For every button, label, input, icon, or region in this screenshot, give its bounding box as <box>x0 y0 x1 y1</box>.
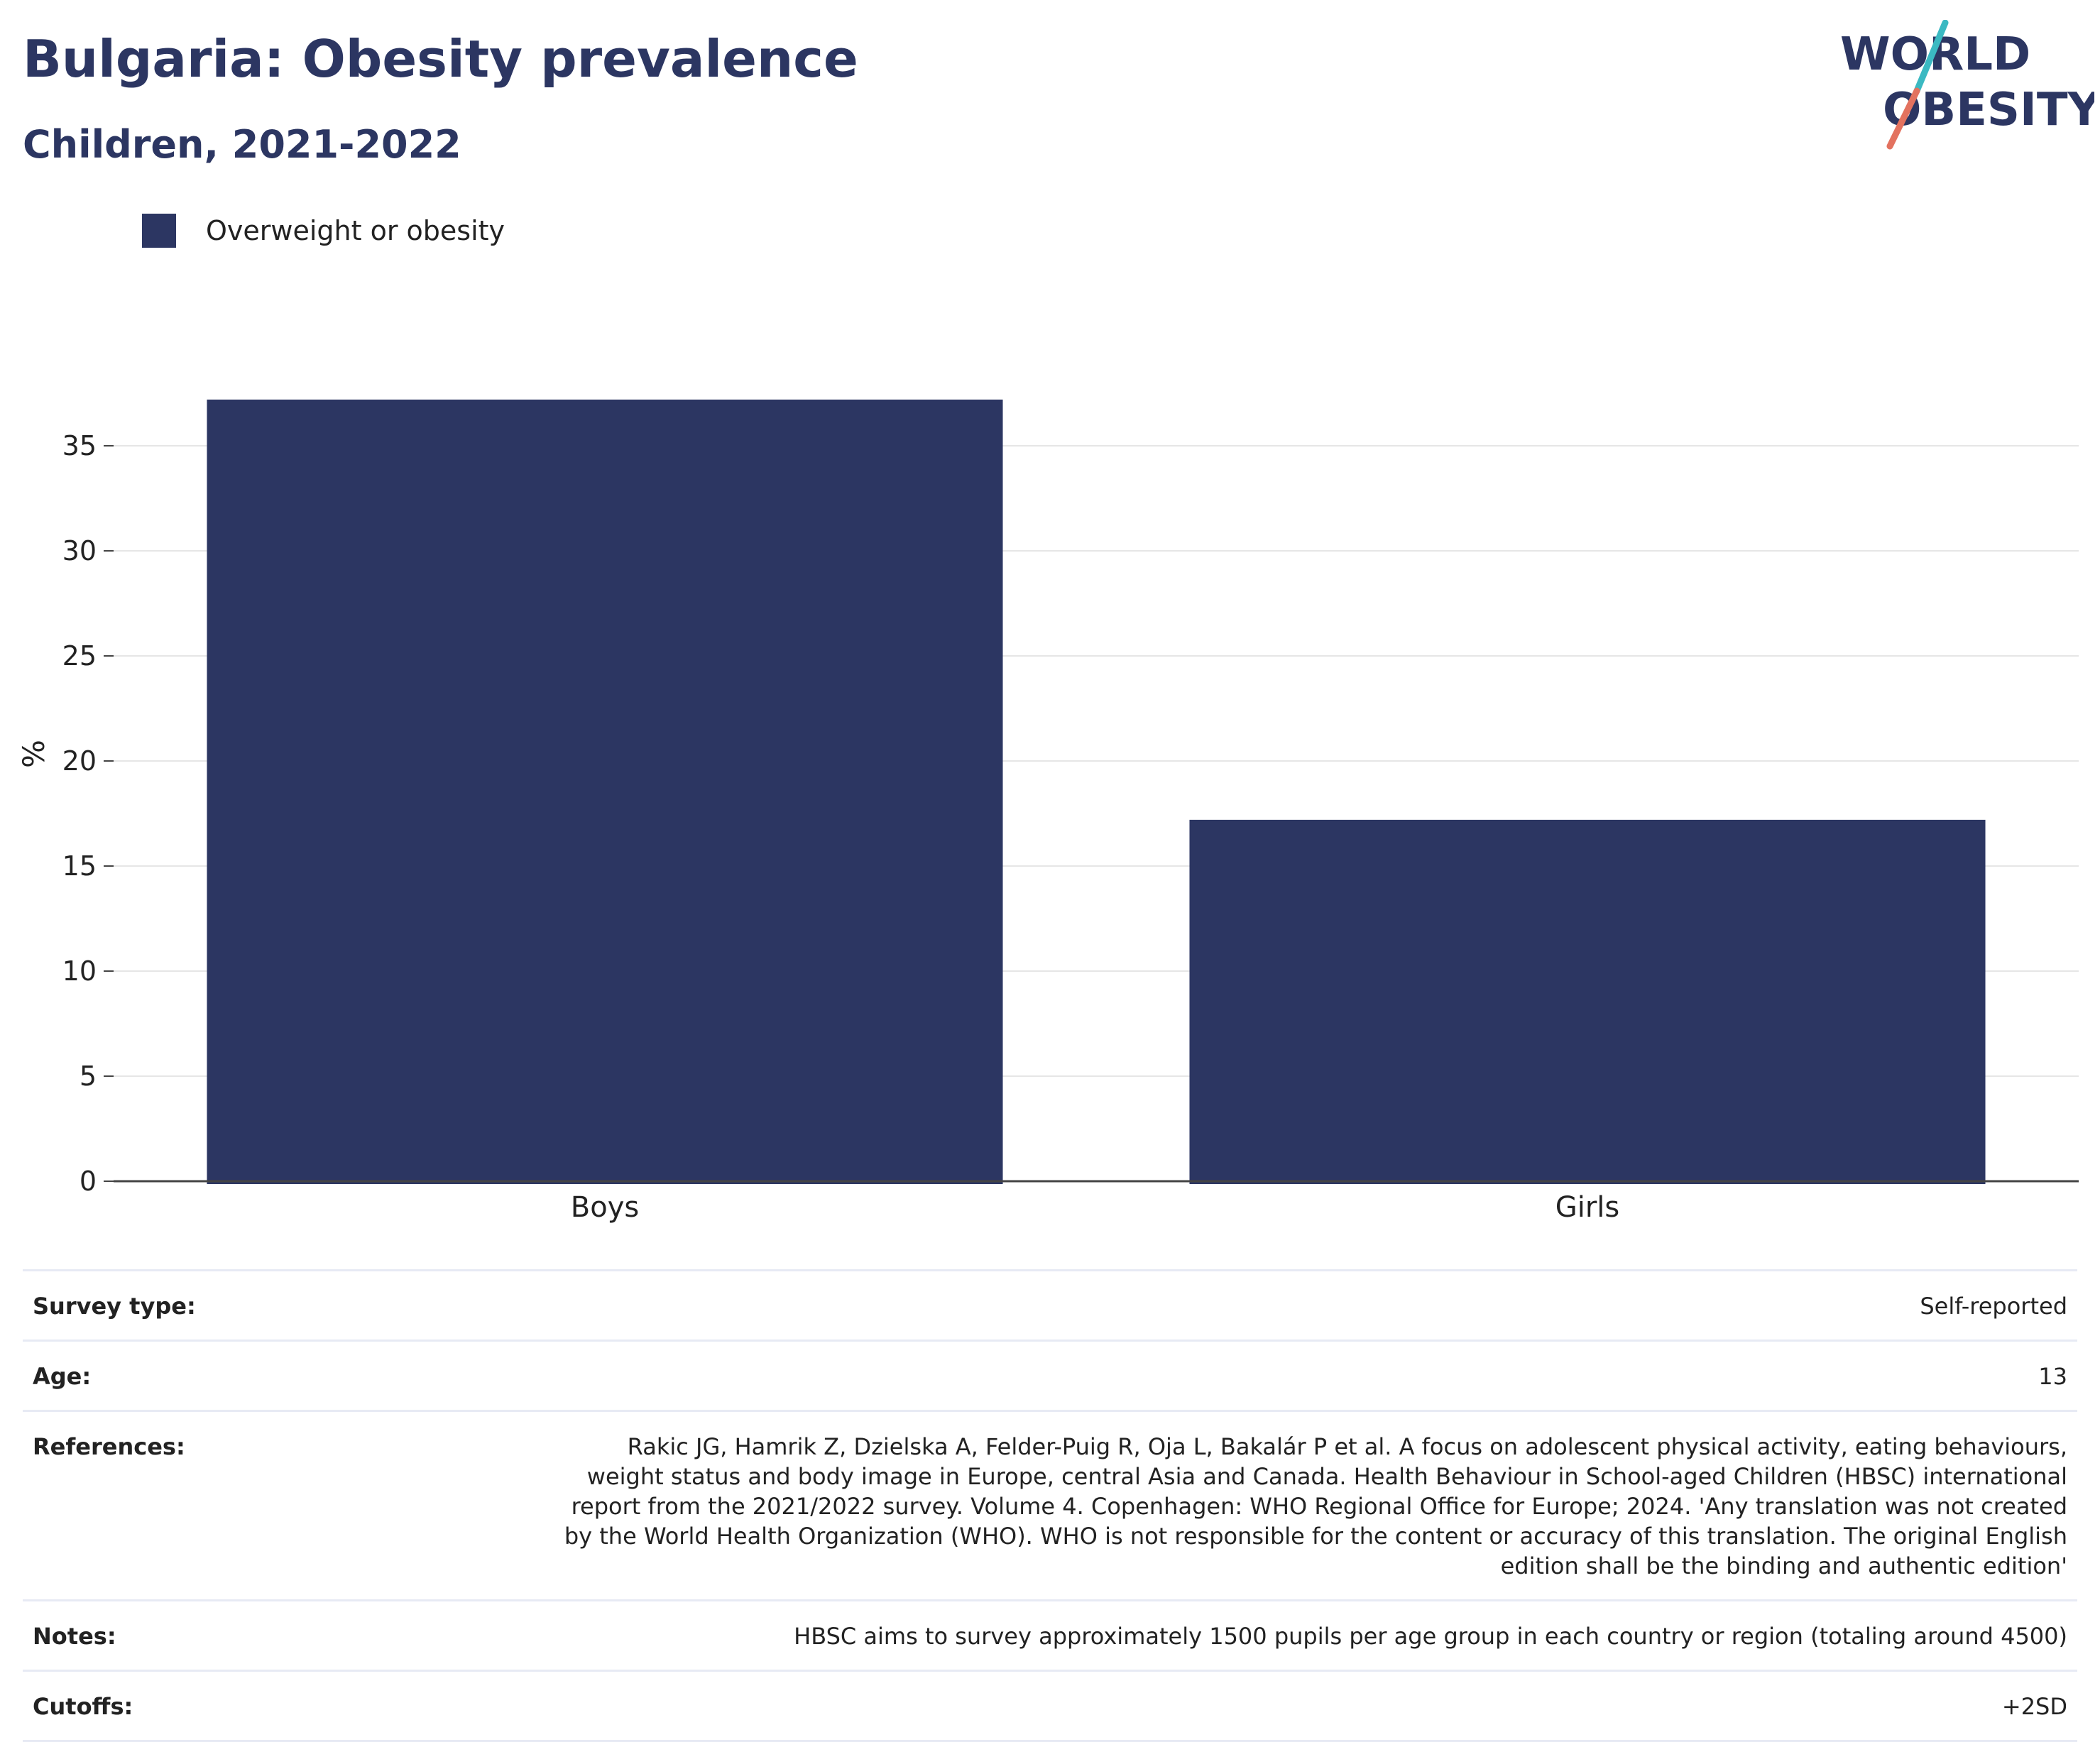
bar-boys <box>207 399 1003 1184</box>
y-tick-label: 0 <box>80 1166 97 1197</box>
legend-label: Overweight or obesity <box>206 215 505 246</box>
bar-chart: 0 5 10 15 20 25 30 35 Boys Girls % <box>16 399 2079 1224</box>
info-row-references: References: Rakic JG, Hamrik Z, Dzielska… <box>23 1410 2077 1599</box>
legend-swatch <box>142 214 176 248</box>
info-value: Rakic JG, Hamrik Z, Dzielska A, Felder-P… <box>564 1433 2067 1579</box>
logo-slash-bottom <box>1886 87 1920 150</box>
info-label: Age: <box>33 1363 92 1390</box>
y-tick-label: 25 <box>62 640 97 672</box>
x-tick-label: Boys <box>571 1191 639 1224</box>
info-row-age: Age: 13 <box>23 1340 2077 1410</box>
info-label: Notes: <box>33 1623 116 1650</box>
x-tick-label: Girls <box>1555 1191 1620 1224</box>
info-row-cutoffs: Cutoffs: +2SD <box>23 1670 2077 1742</box>
logo-slash-top <box>1913 20 1949 94</box>
info-row-notes: Notes: HBSC aims to survey approximately… <box>23 1599 2077 1670</box>
y-axis-title: % <box>16 740 51 768</box>
info-value: HBSC aims to survey approximately 1500 p… <box>794 1623 2067 1650</box>
page-title: Bulgaria: Obesity prevalence <box>23 29 858 89</box>
info-label: Cutoffs: <box>33 1693 133 1720</box>
y-tick-label: 10 <box>62 955 97 987</box>
bar-girls <box>1189 819 1986 1184</box>
info-value: 13 <box>2038 1363 2067 1390</box>
y-tick-label: 5 <box>80 1061 97 1092</box>
info-table: Survey type: Self-reported Age: 13 Refer… <box>23 1269 2077 1742</box>
world-obesity-logo: WORLD OBESITY <box>1840 20 2094 150</box>
y-tick-label: 35 <box>62 430 97 461</box>
info-value: +2SD <box>2001 1693 2067 1720</box>
y-tick-label: 30 <box>62 535 97 566</box>
y-tick-label: 15 <box>62 850 97 882</box>
bars <box>207 399 1986 1184</box>
axes: 0 5 10 15 20 25 30 35 Boys Girls <box>62 430 2079 1224</box>
info-label: References: <box>33 1433 185 1460</box>
page-subtitle: Children, 2021-2022 <box>23 122 461 167</box>
info-value: Self-reported <box>1920 1293 2067 1320</box>
chart-legend: Overweight or obesity <box>142 213 505 248</box>
y-tick-label: 20 <box>62 745 97 777</box>
info-label: Survey type: <box>33 1293 196 1320</box>
info-row-survey-type: Survey type: Self-reported <box>23 1269 2077 1340</box>
